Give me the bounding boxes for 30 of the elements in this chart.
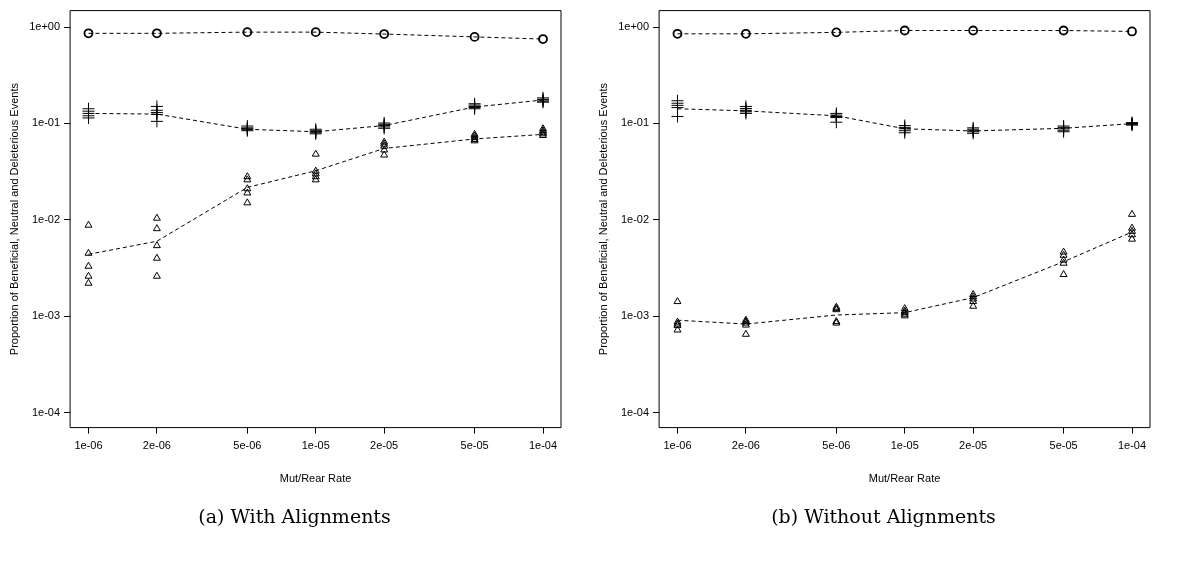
x-tick-label: 5e-05 bbox=[1049, 439, 1078, 452]
x-tick-label: 2e-05 bbox=[370, 439, 399, 452]
text: (a) With Alignments bbox=[197, 505, 392, 527]
x-tick-label: 2e-06 bbox=[142, 439, 171, 452]
y-tick-label: 1e-04 bbox=[31, 405, 61, 418]
x-tick-label: 5e-06 bbox=[233, 439, 262, 452]
y-tick-label: 1e-01 bbox=[620, 116, 650, 129]
x-tick-label: 1e-04 bbox=[1117, 439, 1147, 452]
y-tick-label: 1e-02 bbox=[620, 212, 650, 225]
y-tick-label: 1e+00 bbox=[618, 20, 650, 33]
y-axis-title: Proportion of Beneficial, Neutral and Deleterious Events bbox=[7, 82, 20, 356]
x-tick-label: 1e-05 bbox=[890, 439, 919, 452]
x-tick-label: 1e-05 bbox=[301, 439, 330, 452]
y-axis-title: Proportion of Beneficial, Neutral and Deleterious Events bbox=[596, 82, 609, 356]
y-tick-label: 1e-03 bbox=[31, 309, 61, 322]
y-tick-label: 1e-02 bbox=[31, 212, 61, 225]
x-tick-label: 5e-05 bbox=[460, 439, 489, 452]
y-tick-label: 1e+00 bbox=[29, 20, 61, 33]
x-tick-label: 1e-06 bbox=[74, 439, 103, 452]
y-tick-label: 1e-01 bbox=[31, 116, 61, 129]
y-tick-label: 1e-04 bbox=[620, 405, 650, 418]
text: (b) Without Alignments bbox=[770, 505, 997, 527]
x-axis-title: Mut/Rear Rate bbox=[868, 472, 941, 485]
x-tick-label: 5e-06 bbox=[822, 439, 851, 452]
x-axis-title: Mut/Rear Rate bbox=[279, 472, 352, 485]
x-tick-label: 2e-05 bbox=[959, 439, 988, 452]
x-tick-label: 1e-06 bbox=[663, 439, 692, 452]
x-tick-label: 1e-04 bbox=[528, 439, 558, 452]
y-tick-label: 1e-03 bbox=[620, 309, 650, 322]
x-tick-label: 2e-06 bbox=[731, 439, 760, 452]
